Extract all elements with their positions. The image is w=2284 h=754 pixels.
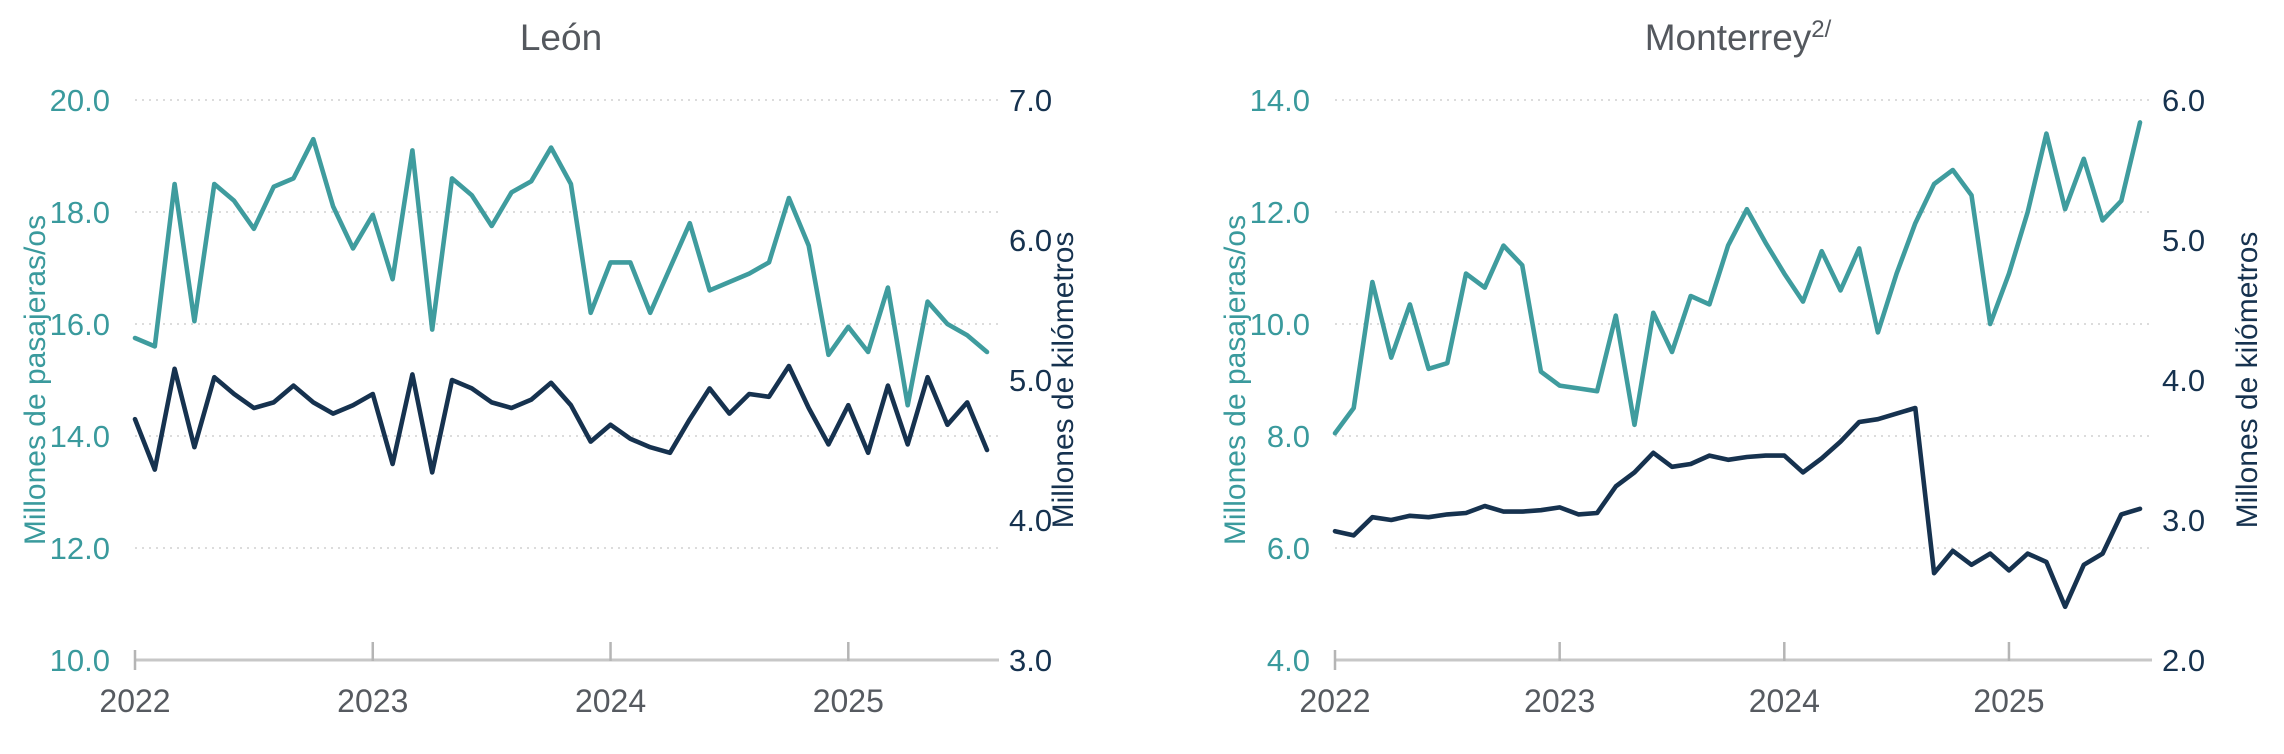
kilometers-line	[132, 363, 990, 475]
chart-title-text: Monterrey	[1644, 17, 1812, 58]
chart-plot-leon: 20.0 18.0 16.0 14.0 12.0 10.0 7.0 6.0 5.0 4.0 3.0 2…	[50, 83, 1052, 719]
left-axis-tick-label: 14.0	[50, 419, 110, 454]
right-axis-tick-label: 6.0	[2162, 83, 2205, 118]
left-axis-tick-label: 12.0	[1250, 195, 1310, 230]
right-axis-tick-label: 5.0	[2162, 223, 2205, 258]
left-axis-tick-label: 6.0	[1267, 531, 1310, 566]
chart-plot-monterrey: 14.0 12.0 10.0 8.0 6.0 4.0 6.0 5.0 4.0 3.0 2.0 2022…	[1250, 83, 2205, 719]
right-axis-tick-label: 4.0	[1009, 503, 1052, 538]
chart-title-text: León	[519, 17, 603, 58]
left-axis-tick-label: 8.0	[1267, 419, 1310, 454]
chart-panel-leon: León Millones de pasajeras/os Millones d…	[19, 17, 1080, 719]
left-axis-tick-label: 10.0	[50, 643, 110, 678]
x-axis-year-label: 2024	[575, 683, 646, 719]
chart-title-leon: León	[520, 17, 602, 59]
passengers-line	[1332, 120, 2143, 436]
kilometers-line	[1332, 405, 2143, 610]
left-axis-tick-label: 12.0	[50, 531, 110, 566]
x-axis-year-label: 2023	[337, 683, 408, 719]
left-axis-tick-label: 10.0	[1250, 307, 1310, 342]
left-axis-tick-label: 14.0	[1250, 83, 1310, 118]
left-axis-tick-label: 18.0	[50, 195, 110, 230]
right-axis-tick-label: 7.0	[1009, 83, 1052, 118]
x-axis-year-label: 2023	[1524, 683, 1595, 719]
right-axis-tick-label: 2.0	[2162, 643, 2205, 678]
left-axis-tick-label: 4.0	[1267, 643, 1310, 678]
chart-title-monterrey: Monterrey2/	[1644, 16, 1832, 59]
x-axis-year-label: 2025	[1973, 683, 2044, 719]
chart-panel-monterrey: Monterrey2/ Millones de pasajeras/os Mil…	[1142, 0, 2284, 754]
x-axis-year-label: 2025	[813, 683, 884, 719]
passengers-line	[132, 136, 990, 408]
left-axis-tick-label: 20.0	[50, 83, 110, 118]
x-axis-year-label: 2022	[99, 683, 170, 719]
right-axis-tick-label: 3.0	[2162, 503, 2205, 538]
left-axis-tick-label: 16.0	[50, 307, 110, 342]
right-axis-tick-label: 3.0	[1009, 643, 1052, 678]
chart-title-footnote-superscript: 2/	[1811, 16, 1832, 43]
right-axis-tick-label: 6.0	[1009, 223, 1052, 258]
x-axis-year-label: 2022	[1299, 683, 1370, 719]
right-axis-tick-label: 5.0	[1009, 363, 1052, 398]
x-axis-year-label: 2024	[1749, 683, 1820, 719]
right-axis-tick-label: 4.0	[2162, 363, 2205, 398]
